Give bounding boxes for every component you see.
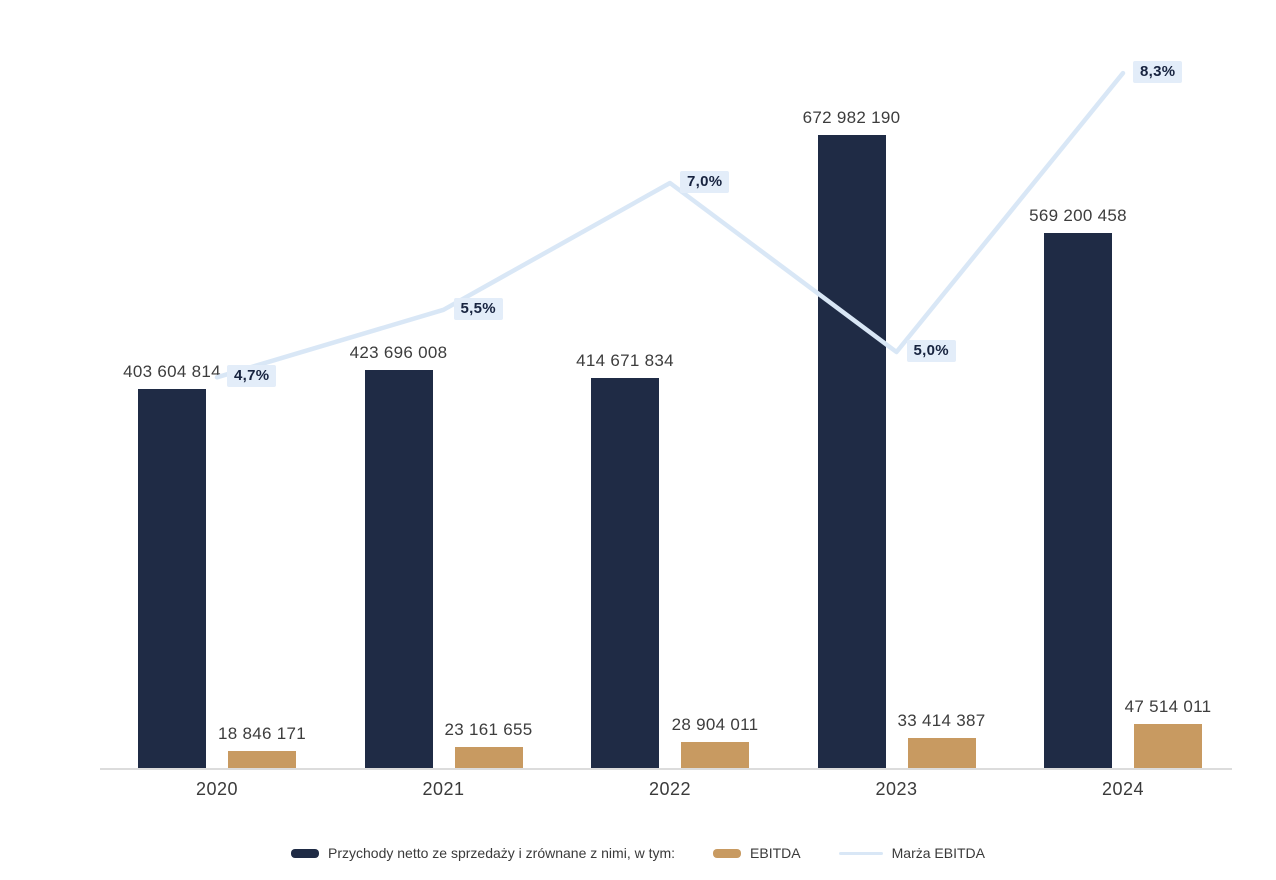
category-label: 2021 <box>422 779 465 799</box>
ebitda-legend-label: EBITDA <box>750 845 801 861</box>
revenue-bar <box>138 388 206 769</box>
ebitda-value-label: 28 904 011 <box>671 714 759 734</box>
revenue-legend-label: Przychody netto ze sprzedaży i zrównane … <box>328 845 676 861</box>
margin-legend-swatch <box>838 851 883 855</box>
legend: Przychody netto ze sprzedaży i zrównane … <box>0 845 1276 861</box>
x-axis-line <box>100 768 1232 770</box>
legend-item-revenue: Przychody netto ze sprzedaży i zrównane … <box>291 845 675 861</box>
ebitda-value-label: 47 514 011 <box>1124 697 1212 717</box>
revenue-legend-swatch <box>291 848 320 858</box>
ebitda-bar <box>907 737 976 769</box>
revenue-value-label: 403 604 814 <box>123 361 221 381</box>
category-label: 2022 <box>648 779 692 799</box>
margin-value-badge: 5,0% <box>906 340 956 362</box>
ebitda-legend-swatch <box>713 848 742 858</box>
margin-legend-label: Marża EBITDA <box>891 845 985 861</box>
revenue-bar <box>817 135 886 769</box>
revenue-value-label: 414 671 834 <box>576 351 674 371</box>
revenue-value-label: 672 982 190 <box>802 108 901 127</box>
ebitda-bar <box>454 747 523 769</box>
revenue-bar <box>591 378 659 769</box>
revenue-value-label: 423 696 008 <box>349 342 448 362</box>
ebitda-bar <box>228 751 296 769</box>
ebitda-bar <box>681 741 749 769</box>
legend-item-margin: Marża EBITDA <box>838 845 985 861</box>
legend-item-ebitda: EBITDA <box>713 845 801 861</box>
category-label: 2023 <box>875 779 918 799</box>
revenue-value-label: 569 200 458 <box>1029 205 1127 225</box>
category-label: 2024 <box>1101 779 1145 799</box>
ebitda-bar <box>1134 724 1202 769</box>
ebitda-value-label: 23 161 655 <box>444 720 533 740</box>
margin-value-badge: 7,0% <box>680 171 730 193</box>
margin-value-badge: 8,3% <box>1133 61 1183 84</box>
ebitda-value-label: 18 846 171 <box>217 724 307 744</box>
revenue-bar <box>364 369 433 769</box>
revenue-bar <box>1044 232 1112 769</box>
ebitda-value-label: 33 414 387 <box>897 710 986 730</box>
margin-value-badge: 5,5% <box>453 297 503 320</box>
margin-value-badge: 4,7% <box>227 365 277 388</box>
category-label: 2020 <box>195 779 239 799</box>
